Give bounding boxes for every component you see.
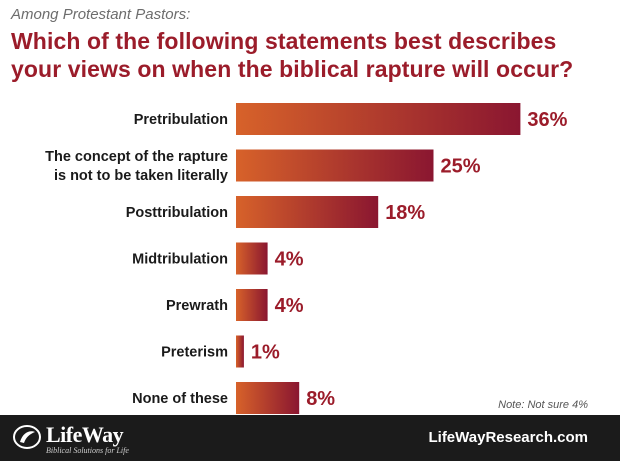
bar	[236, 196, 379, 228]
bar	[236, 382, 300, 414]
category-label: Pretribulation	[134, 112, 228, 128]
bar	[236, 242, 268, 275]
category-label: Posttribulation	[126, 205, 228, 221]
category-label: None of these	[132, 391, 228, 407]
bar-value-label: 18%	[385, 202, 425, 224]
website-link[interactable]: LifeWayResearch.com	[428, 429, 588, 446]
lifeway-logo-wordmark: LifeWay	[46, 422, 124, 447]
bar-value-label: 25%	[441, 156, 481, 178]
category-label: The concept of the rapture	[45, 149, 228, 165]
lifeway-logo-icon	[13, 425, 41, 449]
chart-title-line-2: your views on when the biblical rapture …	[11, 56, 574, 82]
chart-note: Note: Not sure 4%	[498, 399, 588, 411]
bar	[236, 289, 268, 321]
bar	[236, 103, 521, 135]
bar-value-label: 4%	[275, 295, 304, 317]
chart-subtitle: Among Protestant Pastors:	[11, 6, 191, 23]
bar-value-label: 36%	[527, 109, 567, 131]
category-label: Preterism	[161, 345, 228, 361]
category-label: Prewrath	[166, 298, 228, 314]
category-label: is not to be taken literally	[54, 168, 228, 184]
category-label: Midtribulation	[132, 252, 228, 268]
lifeway-logo-tagline: Biblical Solutions for Life	[46, 446, 129, 455]
bar-value-label: 8%	[306, 388, 335, 410]
bar-value-label: 1%	[251, 342, 280, 364]
bar	[236, 149, 434, 182]
footer-bar: LifeWay Biblical Solutions for Life Life…	[0, 415, 620, 461]
chart-title-line-1: Which of the following statements best d…	[11, 28, 557, 54]
bar	[236, 335, 244, 368]
lifeway-logo: LifeWay Biblical Solutions for Life	[12, 422, 152, 456]
bar-value-label: 4%	[275, 249, 304, 271]
bar-chart: 36% Pretribulation 25% The concept of the r…	[45, 103, 568, 414]
chart-title: Which of the following statements best d…	[11, 27, 611, 83]
